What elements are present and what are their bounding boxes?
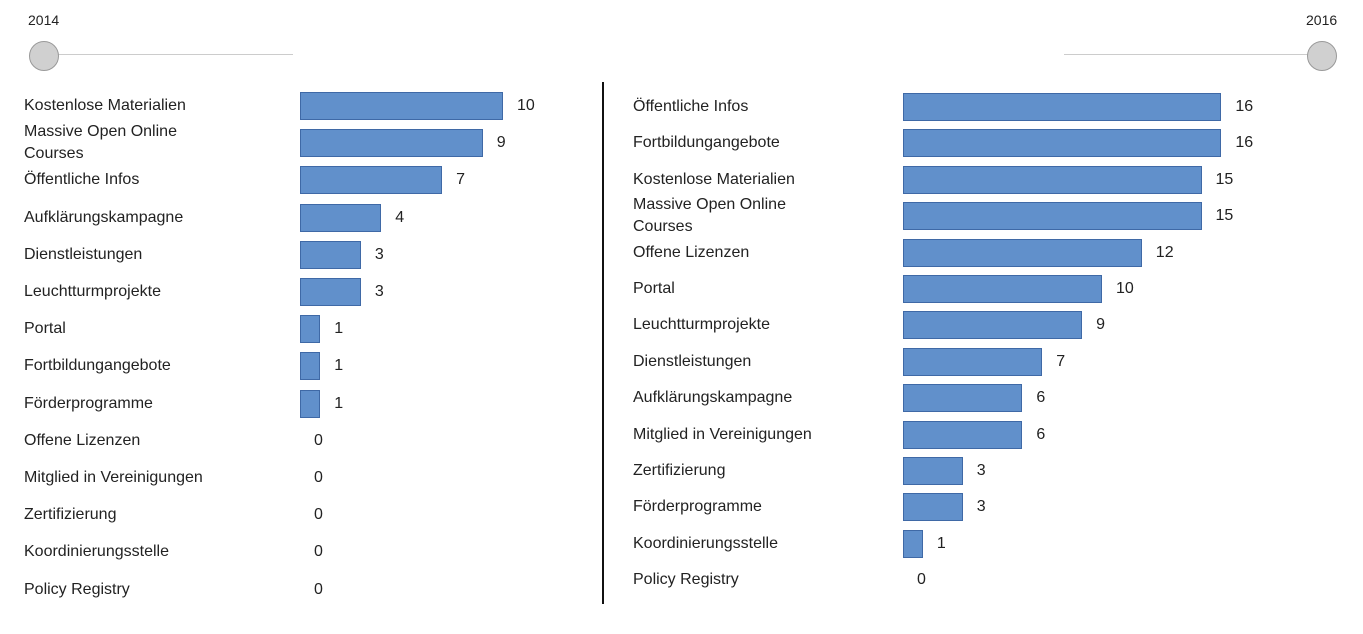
category-label: Förderprogramme xyxy=(24,394,153,412)
category-label: Öffentliche Infos xyxy=(633,98,749,115)
category-label: Policy Registry xyxy=(633,571,739,589)
bar[interactable] xyxy=(300,203,382,232)
slider-end-track[interactable] xyxy=(1064,54,1322,55)
value-label: 1 xyxy=(936,534,946,552)
category-label: Koordinierungsstelle xyxy=(24,543,169,561)
category-label: Mitglied in Vereinigungen xyxy=(633,425,812,443)
category-label: Dienstleistungen xyxy=(633,352,752,370)
bar[interactable] xyxy=(903,347,1043,376)
bar[interactable] xyxy=(903,275,1102,303)
category-label: Kostenlose Materialien xyxy=(24,97,186,114)
bar[interactable] xyxy=(300,315,321,344)
slider-end-label: 2016 xyxy=(1306,12,1338,28)
value-label: 0 xyxy=(314,469,323,486)
category-label: Portal xyxy=(633,280,675,297)
bar[interactable] xyxy=(903,420,1023,449)
value-label: 15 xyxy=(1215,170,1234,188)
value-label: 16 xyxy=(1235,98,1254,115)
panel-divider xyxy=(602,82,604,604)
value-label: 0 xyxy=(314,506,323,524)
value-label: 1 xyxy=(334,357,344,375)
value-label: 4 xyxy=(395,208,405,226)
value-label: 7 xyxy=(456,171,465,189)
category-label: Aufklärungskampagne xyxy=(24,208,184,226)
value-label: 16 xyxy=(1235,134,1254,152)
value-label: 12 xyxy=(1155,243,1174,261)
slider-start-track[interactable] xyxy=(44,54,293,55)
category-label: Öffentliche Infos xyxy=(24,171,140,189)
value-label: 10 xyxy=(517,97,535,114)
bar[interactable] xyxy=(903,457,963,485)
value-label: 0 xyxy=(314,543,323,561)
category-label: Massive Open Online Courses xyxy=(633,196,786,236)
category-label: Förderprogramme xyxy=(633,498,762,516)
value-label: 6 xyxy=(1036,425,1046,443)
bar[interactable] xyxy=(300,278,361,306)
slider-start-handle[interactable] xyxy=(29,41,59,71)
value-label: 10 xyxy=(1116,280,1134,297)
category-label: Offene Lizenzen xyxy=(24,431,141,449)
bar[interactable] xyxy=(903,493,963,522)
bar[interactable] xyxy=(300,240,361,269)
category-label: Kostenlose Materialien xyxy=(633,170,795,188)
value-label: 1 xyxy=(334,394,344,412)
slider-end-handle[interactable] xyxy=(1307,41,1337,71)
slider-start-label: 2014 xyxy=(28,12,60,28)
category-label: Mitglied in Vereinigungen xyxy=(24,469,203,486)
value-label: 3 xyxy=(374,245,384,263)
category-label: Leuchtturmprojekte xyxy=(24,283,161,300)
bar[interactable] xyxy=(300,166,443,195)
value-label: 7 xyxy=(1056,352,1066,370)
category-label: Leuchtturmprojekte xyxy=(633,316,770,334)
bar[interactable] xyxy=(300,352,321,381)
category-label: Portal xyxy=(24,320,66,338)
bar[interactable] xyxy=(903,384,1023,413)
bar[interactable] xyxy=(903,93,1222,121)
category-label: Aufklärungskampagne xyxy=(633,389,793,407)
value-label: 3 xyxy=(976,462,986,479)
value-label: 0 xyxy=(314,431,323,449)
value-label: 15 xyxy=(1215,207,1234,225)
category-label: Massive Open Online Courses xyxy=(24,123,177,163)
bar[interactable] xyxy=(903,529,923,558)
value-label: 9 xyxy=(1096,316,1105,334)
value-label: 0 xyxy=(314,580,323,598)
category-label: Policy Registry xyxy=(24,580,130,598)
bar[interactable] xyxy=(300,129,483,158)
value-label: 9 xyxy=(496,134,506,152)
bar[interactable] xyxy=(903,311,1083,340)
value-label: 1 xyxy=(334,320,344,338)
bar[interactable] xyxy=(300,92,503,120)
bar[interactable] xyxy=(903,165,1202,194)
value-label: 6 xyxy=(1036,389,1046,407)
category-label: Koordinierungsstelle xyxy=(633,534,778,552)
category-label: Fortbildungangebote xyxy=(633,134,780,152)
value-label: 3 xyxy=(976,498,986,516)
value-label: 3 xyxy=(374,283,384,300)
bar[interactable] xyxy=(903,129,1222,158)
bar[interactable] xyxy=(300,389,321,418)
category-label: Zertifizierung xyxy=(24,506,117,524)
category-label: Offene Lizenzen xyxy=(633,243,750,261)
category-label: Dienstleistungen xyxy=(24,245,143,263)
category-label: Fortbildungangebote xyxy=(24,357,171,375)
value-label: 0 xyxy=(917,571,926,589)
category-label: Zertifizierung xyxy=(633,462,726,479)
bar[interactable] xyxy=(903,238,1142,267)
bar[interactable] xyxy=(903,202,1202,231)
